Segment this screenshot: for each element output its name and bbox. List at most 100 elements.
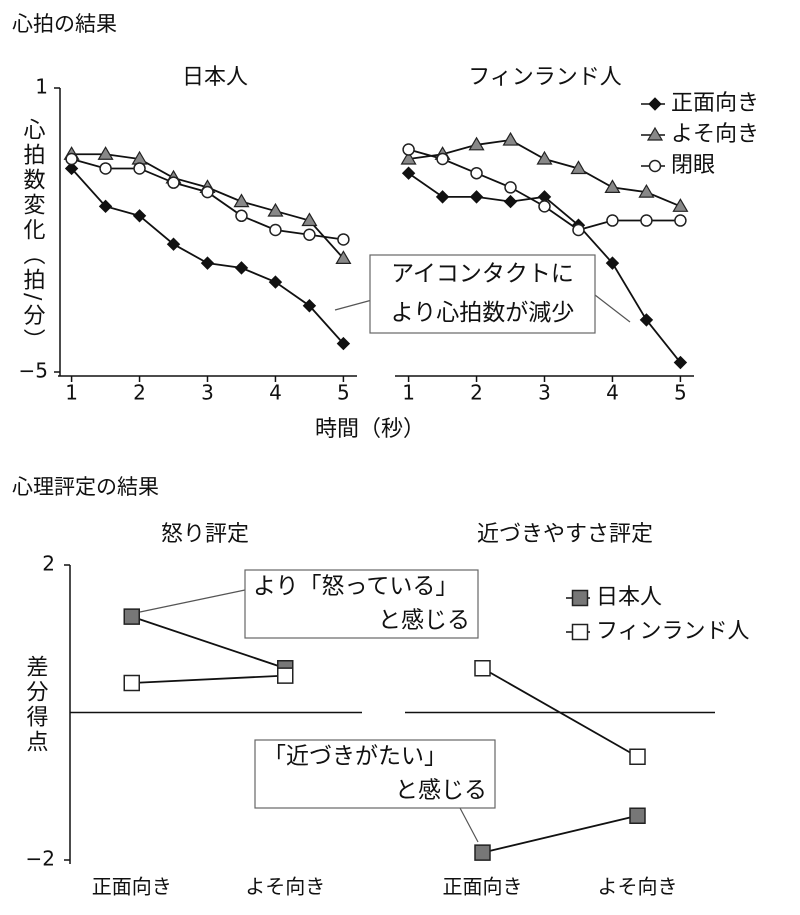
annotation-text: 「近づきがたい」 xyxy=(263,744,447,770)
annotation-text: アイコンタクトに xyxy=(391,261,574,287)
marker xyxy=(435,190,450,204)
annotation-box xyxy=(369,254,596,334)
marker xyxy=(605,256,620,270)
x-tick-label: よそ向き xyxy=(598,875,678,899)
marker xyxy=(673,355,688,370)
legend-marker xyxy=(648,159,662,173)
marker xyxy=(269,223,282,237)
marker xyxy=(402,143,415,156)
x-tick-label: 4 xyxy=(269,381,282,405)
marker xyxy=(303,228,316,241)
marker xyxy=(166,237,181,251)
legend-marker xyxy=(571,589,589,607)
series xyxy=(71,153,345,260)
marker xyxy=(337,233,350,246)
chart-title: 日本人 xyxy=(182,65,248,90)
marker xyxy=(572,223,585,237)
marker xyxy=(132,209,147,223)
marker xyxy=(123,608,140,625)
marker xyxy=(336,336,351,351)
annotation-pointer xyxy=(459,807,479,843)
y-tick-label: 1 xyxy=(35,75,48,99)
marker xyxy=(503,194,518,209)
chart-title: 怒り評定 xyxy=(161,522,249,547)
marker xyxy=(301,212,318,227)
x-tick-label: 正面向き xyxy=(92,875,172,899)
marker xyxy=(335,250,352,264)
annotation-text: と感じる xyxy=(395,778,487,804)
legend-marker xyxy=(648,97,662,111)
marker xyxy=(502,131,519,146)
marker xyxy=(629,807,646,824)
x-tick-label: 3 xyxy=(201,381,214,405)
x-tick-label: よそ向き xyxy=(245,875,325,899)
chart-title: フィンランド人 xyxy=(468,65,622,90)
x-tick-label: 3 xyxy=(538,381,551,405)
chart-title: 近づきやすさ評定 xyxy=(477,522,653,547)
series xyxy=(131,674,286,684)
marker xyxy=(672,198,689,212)
marker xyxy=(674,214,687,227)
marker xyxy=(504,181,517,194)
y-axis-label: 差分得点 xyxy=(23,655,49,755)
legend-label: 正面向き xyxy=(671,91,759,116)
series xyxy=(482,814,638,854)
marker xyxy=(233,193,250,208)
marker xyxy=(133,162,146,175)
section-title: 心拍の結果 xyxy=(12,12,117,36)
x-tick-label: 4 xyxy=(606,381,619,405)
series-line xyxy=(71,158,344,241)
annotation-box xyxy=(244,569,479,639)
marker xyxy=(267,202,284,217)
x-tick-label: 2 xyxy=(133,381,146,405)
marker xyxy=(123,674,140,692)
series xyxy=(131,615,286,670)
marker xyxy=(436,152,449,166)
x-tick-label: 正面向き xyxy=(443,875,523,899)
series-line xyxy=(482,667,638,758)
marker xyxy=(98,199,113,214)
marker xyxy=(604,179,621,193)
x-tick-label: 5 xyxy=(337,381,350,405)
x-tick-label: 5 xyxy=(674,381,687,405)
marker xyxy=(474,660,491,677)
marker xyxy=(201,185,214,199)
marker xyxy=(277,667,294,684)
marker xyxy=(606,214,619,227)
legend-marker xyxy=(571,623,589,641)
marker xyxy=(167,176,180,189)
marker xyxy=(97,146,114,160)
legend-label: フィンランド人 xyxy=(596,619,750,644)
y-axis-label: 心拍数変化（拍/分） xyxy=(20,118,46,353)
annotation-text: と感じる xyxy=(378,608,470,634)
marker xyxy=(65,152,78,166)
marker xyxy=(268,275,283,289)
marker xyxy=(235,209,248,223)
marker xyxy=(638,183,655,198)
marker xyxy=(639,313,654,327)
legend-marker xyxy=(646,126,664,141)
x-tick-label: 1 xyxy=(65,381,78,405)
x-axis-label: 時間（秒） xyxy=(315,417,425,442)
annotation-pointer xyxy=(334,299,373,311)
marker xyxy=(64,161,79,176)
x-tick-label: 2 xyxy=(470,381,483,405)
marker xyxy=(469,190,484,204)
marker xyxy=(536,150,553,165)
marker xyxy=(570,160,587,175)
marker xyxy=(474,844,491,861)
series-line xyxy=(482,814,638,854)
marker xyxy=(200,256,215,270)
series xyxy=(71,158,344,241)
annotation-pointer xyxy=(139,589,246,613)
marker xyxy=(234,261,249,275)
series-line xyxy=(71,153,345,260)
y-tick-label: −2 xyxy=(26,847,55,871)
marker xyxy=(302,299,317,313)
marker xyxy=(401,166,416,180)
marker xyxy=(400,150,417,165)
y-tick-label: −5 xyxy=(19,359,48,383)
series-line xyxy=(131,615,286,670)
series-line xyxy=(131,674,286,684)
